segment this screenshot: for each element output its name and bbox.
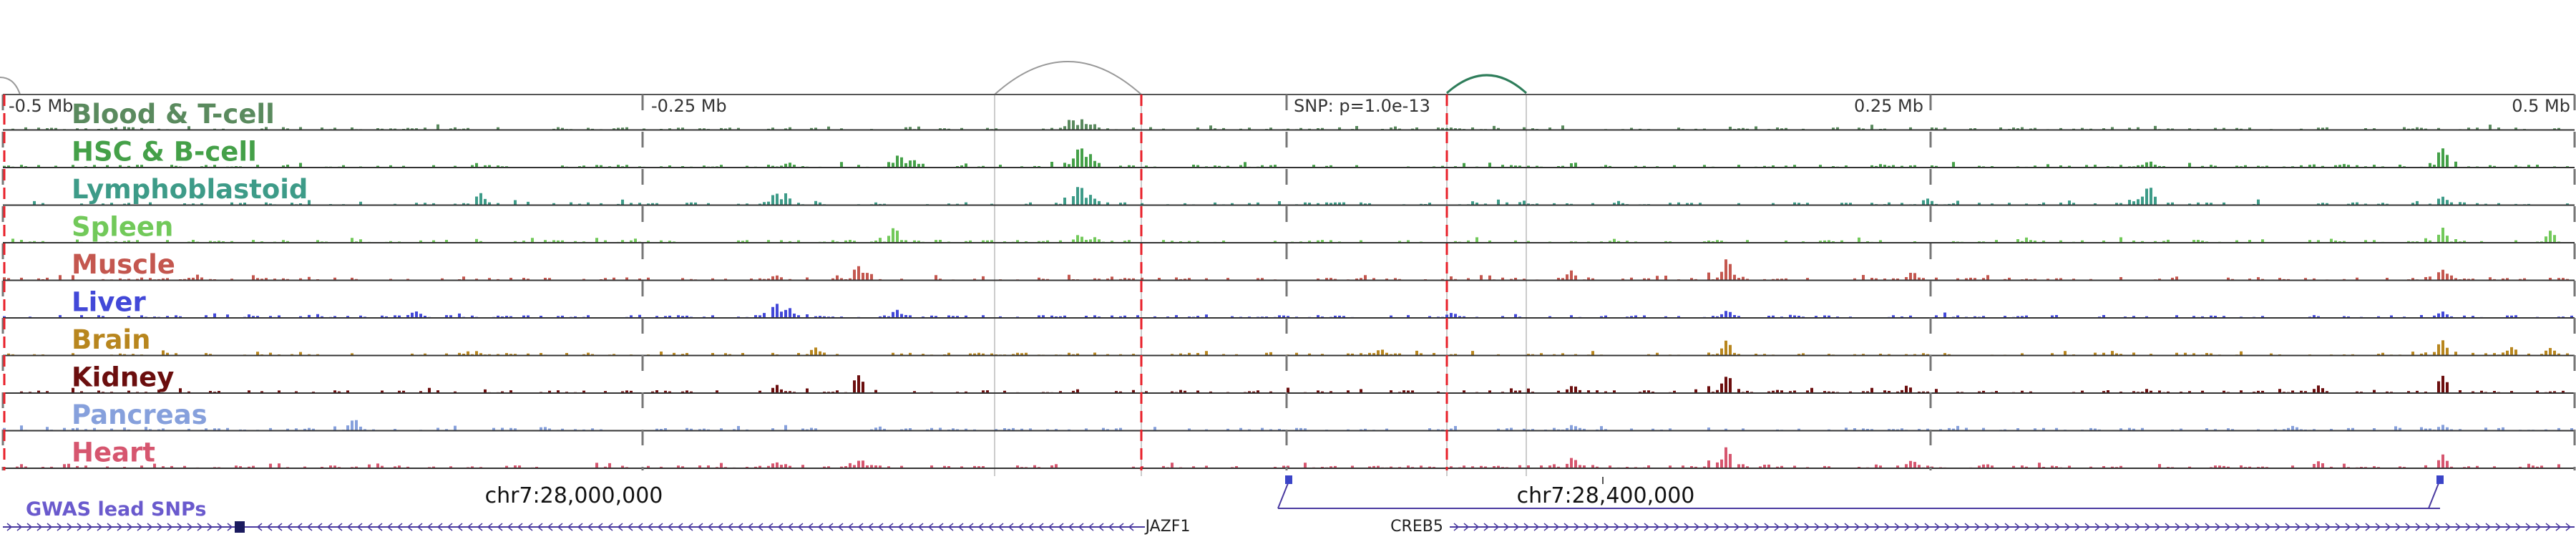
scale-label: -0.5 Mb bbox=[9, 96, 73, 116]
scale-label: -0.25 Mb bbox=[651, 96, 727, 116]
track-label: Muscle bbox=[72, 249, 175, 280]
track-label: Blood & T-cell bbox=[72, 99, 275, 130]
track-label: HSC & B-cell bbox=[72, 137, 257, 168]
signal-bars bbox=[3, 304, 2573, 318]
gwas-snp-marker bbox=[2436, 475, 2444, 484]
track-hsc-b-cell bbox=[3, 148, 2575, 168]
track-label: Liver bbox=[72, 287, 146, 318]
track-label: Heart bbox=[72, 437, 155, 468]
interaction-arc bbox=[0, 77, 21, 95]
gene-connector bbox=[2428, 479, 2441, 509]
distance-ticks bbox=[1, 94, 2576, 470]
signal-bars bbox=[7, 340, 2569, 356]
track-label: Pancreas bbox=[72, 400, 208, 430]
signal-bars bbox=[20, 375, 2565, 393]
signal-bars bbox=[11, 228, 2560, 243]
track-lymphoblastoid bbox=[3, 187, 2575, 206]
track-liver bbox=[3, 304, 2575, 319]
signal-bars bbox=[3, 420, 2573, 431]
position-label: chr7:28,400,000 bbox=[1517, 483, 1695, 508]
signal-tracks bbox=[3, 119, 2575, 469]
signal-bars bbox=[33, 187, 2569, 205]
track-label: Kidney bbox=[72, 362, 174, 393]
signal-bars bbox=[16, 447, 2560, 468]
interaction-arc bbox=[994, 61, 1142, 95]
gene-label-jazf1: JAZF1 bbox=[1144, 518, 1191, 536]
track-brain bbox=[3, 340, 2575, 357]
scale-label: SNP: p=1.0e-13 bbox=[1294, 96, 1430, 116]
strand-arrows bbox=[6, 523, 1134, 531]
distance-scale: -0.5 Mb -0.25 Mb SNP: p=1.0e-13 0.25 Mb 0.5 … bbox=[9, 96, 2570, 116]
gene-connector bbox=[1277, 479, 1290, 509]
signal-bars bbox=[11, 119, 2560, 130]
track-kidney bbox=[3, 375, 2575, 394]
interaction-arcs bbox=[0, 61, 1528, 95]
track-pancreas bbox=[3, 420, 2575, 432]
track-muscle bbox=[3, 259, 2575, 281]
scale-label: 0.5 Mb bbox=[2512, 96, 2570, 116]
signal-bars bbox=[3, 259, 2569, 281]
gene-annotation-area: GWAS lead SNPs chr7:28,000,000 chr7:28,400… bbox=[3, 475, 2575, 536]
gene-jazf1[interactable]: JAZF1 bbox=[3, 518, 1190, 536]
gwas-label: GWAS lead SNPs bbox=[26, 498, 206, 521]
interaction-arc-highlight bbox=[1446, 74, 1528, 95]
track-label: Brain bbox=[72, 324, 150, 355]
gene-label-creb5: CREB5 bbox=[1390, 518, 1443, 536]
track-blood-t-cell bbox=[3, 119, 2575, 131]
track-spleen bbox=[3, 228, 2575, 243]
signal-bars bbox=[3, 148, 2569, 168]
track-heart bbox=[3, 447, 2575, 469]
track-label: Spleen bbox=[72, 212, 173, 243]
strand-arrows bbox=[1453, 523, 2572, 531]
track-label: Lymphoblastoid bbox=[72, 174, 308, 205]
gene-creb5[interactable]: CREB5 bbox=[1390, 518, 2575, 536]
scale-label: 0.25 Mb bbox=[1854, 96, 1923, 116]
position-label: chr7:28,000,000 bbox=[485, 483, 663, 508]
gwas-snp-marker bbox=[1285, 475, 1292, 484]
exon-block bbox=[235, 521, 245, 533]
snp-lines bbox=[3, 95, 1448, 470]
track-labels: Blood & T-cell HSC & B-cell Lymphoblastoid… bbox=[72, 99, 308, 468]
